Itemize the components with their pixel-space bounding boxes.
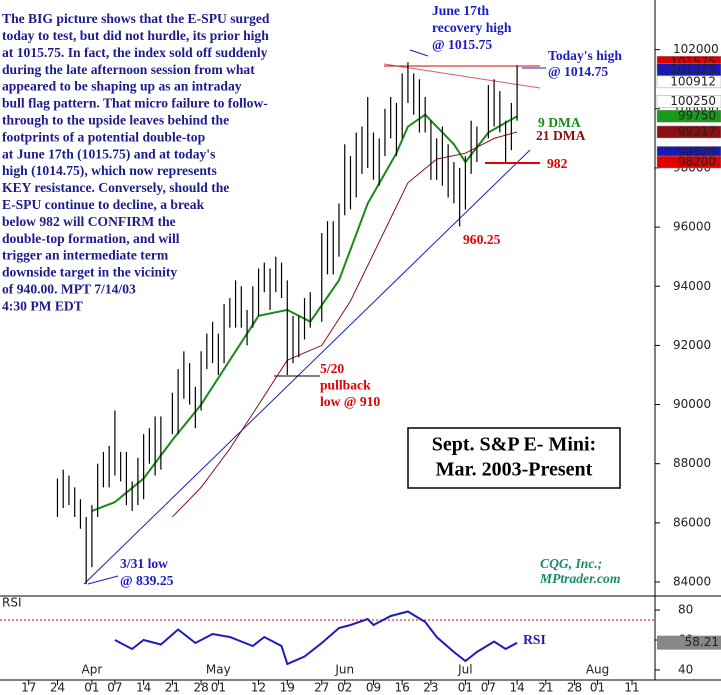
annotation-text: June 17th — [432, 3, 489, 18]
annotation-text: low @ 910 — [320, 394, 380, 409]
x-tick-label: 16 — [395, 681, 410, 695]
annotation-text: 960.25 — [463, 232, 501, 247]
x-tick-label: 24 — [50, 681, 65, 695]
chart-title: Mar. 2003-Present — [436, 459, 593, 481]
annotation-text: @ 1014.75 — [548, 64, 608, 79]
annotation-text: @ 1015.75 — [432, 37, 492, 52]
price-tag-label: 99217 — [678, 124, 716, 138]
leader-line — [409, 49, 429, 57]
x-tick-label: 28 — [193, 681, 208, 695]
x-tick-label: 21 — [165, 681, 180, 695]
y-tick-label: 96000 — [673, 220, 711, 234]
y-tick-label: 88000 — [673, 456, 711, 470]
month-label: May — [206, 663, 231, 677]
month-label: Apr — [82, 663, 103, 677]
month-label: Jun — [334, 663, 354, 677]
rsi-legend: RSI — [523, 632, 546, 647]
annotation-text: Today's high — [548, 48, 622, 63]
y-tick-label: 90000 — [673, 397, 711, 411]
support-trendline — [83, 149, 531, 585]
month-label: Jul — [457, 663, 472, 677]
annotation-text: today to test, but did not hurdle, its p… — [2, 28, 269, 43]
annotation-text: 982 — [547, 156, 568, 171]
price-tag — [656, 125, 721, 139]
annotation-text: downside target in the vicinity — [2, 265, 177, 280]
price-tag-label: 98525 — [678, 145, 716, 159]
rsi-y-tick-label: 40 — [678, 662, 693, 676]
y-tick-label: 86000 — [673, 515, 711, 529]
x-tick-label: 19 — [280, 681, 295, 695]
price-tag — [656, 109, 721, 123]
x-tick-label: 01 — [211, 681, 226, 695]
annotation-text: trigger an intermediate term — [2, 248, 169, 263]
price-tag-label: 100912 — [670, 74, 716, 88]
annotation-text: 21 DMA — [536, 128, 586, 143]
x-tick-label: 27 — [314, 681, 329, 695]
annotation-text: double-top formation, and will — [2, 231, 180, 246]
price-tag — [656, 75, 721, 89]
x-tick-label: 01 — [458, 681, 473, 695]
annotation-text: MPtrader.com — [539, 571, 620, 586]
x-tick-label: 21 — [538, 681, 553, 695]
annotation-text: bull flag pattern. That micro failure to… — [2, 96, 268, 111]
y-tick-label: 84000 — [673, 574, 711, 588]
x-tick-label: 12 — [251, 681, 266, 695]
rsi-line — [114, 610, 518, 666]
annotation-text: 9 DMA — [538, 115, 581, 130]
annotation-text: @ 839.25 — [120, 573, 174, 588]
x-tick-label: 14 — [136, 681, 151, 695]
x-tick-label: 23 — [423, 681, 438, 695]
annotation-text: 5/20 — [320, 361, 344, 376]
moving-average-line — [91, 113, 518, 512]
annotation-text: high (1014.75), which now represents — [2, 163, 217, 179]
annotation-text: at June 17th (1015.75) and at today's — [2, 146, 215, 162]
price-tag — [656, 155, 721, 169]
chart-title: Sept. S&P E- Mini: — [432, 434, 596, 456]
x-tick-label: 07 — [481, 681, 496, 695]
annotation-text: of 940.00. MPT 7/14/03 — [2, 282, 136, 297]
x-tick-label: 01 — [84, 681, 99, 695]
rsi-value-label: 58.21 — [685, 635, 719, 649]
rsi-title: RSI — [2, 596, 22, 610]
x-tick-label: 28 — [567, 681, 582, 695]
price-tag-label: 100250 — [670, 94, 716, 108]
moving-average-line — [172, 131, 518, 518]
annotation-text: CQG, Inc.; — [540, 556, 602, 571]
annotation-text: recovery high — [432, 20, 512, 35]
annotation-text: E-SPU continue to decline, a break — [2, 197, 205, 212]
resistance-trendline — [383, 63, 541, 89]
x-tick-label: 01 — [590, 681, 605, 695]
month-label: Aug — [586, 663, 609, 677]
y-tick-label: 102000 — [673, 42, 719, 56]
leader-line — [87, 575, 119, 585]
rsi-y-tick-label: 80 — [678, 603, 693, 617]
price-tag — [656, 95, 721, 108]
annotation-text: KEY resistance. Conversely, should the — [2, 180, 229, 195]
annotation-text: below 982 will CONFIRM the — [2, 214, 176, 229]
price-tag-label: 101325 — [670, 62, 716, 76]
price-tag-label: 98200 — [678, 155, 716, 169]
x-tick-label: 11 — [624, 681, 639, 695]
rsi-value-tag — [657, 635, 721, 650]
x-tick-label: 14 — [509, 681, 524, 695]
x-tick-label: 02 — [337, 681, 352, 695]
x-tick-label: 17 — [21, 681, 36, 695]
x-tick-label: 09 — [366, 681, 381, 695]
annotation-text: 4:30 PM EDT — [2, 298, 83, 313]
annotation-text: 3/31 low — [120, 556, 168, 571]
title-box — [407, 427, 621, 489]
x-tick-label: 07 — [107, 681, 122, 695]
annotation-text: during the late afternoon session from w… — [2, 62, 255, 77]
annotation-text: at 1015.75. In fact, the index sold off … — [2, 45, 268, 60]
annotation-text: through to the upside leaves behind the — [2, 113, 229, 128]
y-tick-label: 92000 — [673, 338, 711, 352]
annotation-text: footprints of a potential double-top — [2, 129, 206, 144]
price-tag-label: 99750 — [678, 109, 716, 123]
annotation-text: pullback — [320, 378, 371, 393]
y-tick-label: 94000 — [673, 279, 711, 293]
annotation-text: The BIG picture shows that the E-SPU sur… — [2, 11, 270, 26]
annotation-text: appeared to be shaping up as an intraday — [2, 79, 242, 94]
